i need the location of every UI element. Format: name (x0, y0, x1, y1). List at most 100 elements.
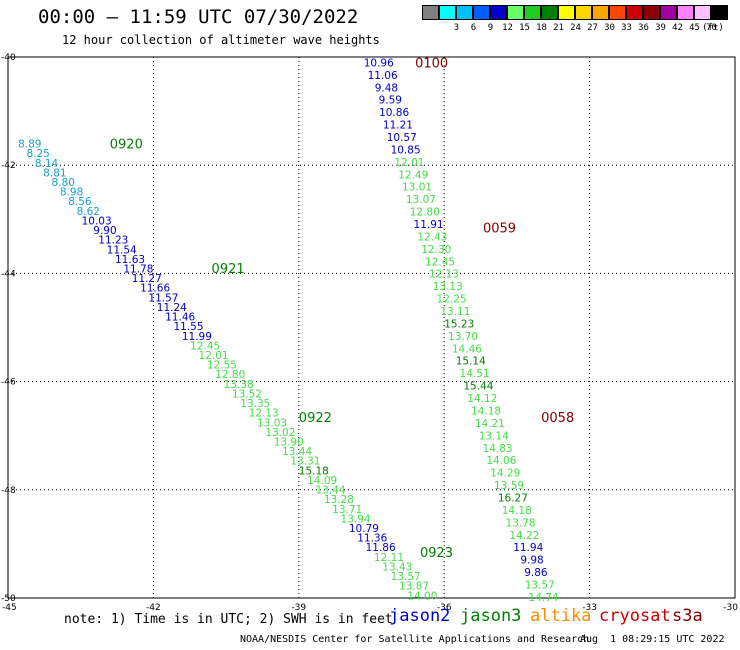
legend-cryosat: cryosat (599, 606, 671, 626)
swh-value-label: 14.18 (502, 505, 532, 517)
swh-value-label: 15.44 (463, 381, 493, 393)
legend-jason2: jason2 (389, 606, 451, 626)
x-tick-label: -39 (291, 603, 306, 613)
swh-value-label: 11.06 (368, 70, 398, 82)
swh-value-label: 13.35 (240, 398, 270, 410)
swh-value-label: 11.99 (182, 331, 212, 343)
swh-value-label: 12.80 (410, 207, 440, 219)
y-tick-label: -48 (1, 486, 16, 496)
legend-swatch (592, 5, 609, 20)
swh-value-label: 8.56 (68, 196, 92, 208)
swh-value-label: 13.59 (494, 480, 524, 492)
legend-swatch (660, 5, 677, 20)
swh-value-label: 11.57 (148, 292, 178, 304)
swh-value-label: 14.06 (486, 455, 516, 467)
swh-value-label: 13.70 (448, 331, 478, 343)
legend-label: 3 (453, 23, 460, 33)
x-tick-label: -36 (437, 603, 452, 613)
time-label: 0100 (415, 56, 448, 71)
swh-value-label: 9.90 (93, 225, 116, 237)
swh-value-label: 14.83 (483, 443, 513, 455)
legend-swatch (524, 5, 541, 20)
swh-value-label: 8.80 (52, 177, 75, 189)
legend-swatch (677, 5, 694, 20)
y-tick-label: -40 (1, 53, 16, 63)
swh-value-label: 11.24 (157, 302, 187, 314)
legend-unit: (ft) (702, 23, 724, 33)
swh-value-label: 13.01 (402, 182, 432, 194)
chart-title: 00:00 — 11:59 UTC 07/30/2022 (38, 6, 359, 28)
swh-value-label: 10.86 (379, 107, 409, 119)
swh-value-label: 13.31 (290, 456, 320, 468)
swh-value-label: 9.98 (520, 555, 543, 567)
legend-swatch (575, 5, 592, 20)
swh-value-label: 13.52 (232, 388, 262, 400)
x-tick-label: -42 (146, 603, 161, 613)
swh-value-label: 12.43 (417, 231, 447, 243)
swh-value-label: 13.14 (479, 430, 509, 442)
legend-swatch (711, 5, 728, 20)
swh-value-label: 12.55 (207, 360, 237, 372)
legend-swatch (609, 5, 626, 20)
swh-value-label: 8.62 (77, 206, 100, 218)
swh-value-label: 13.71 (332, 504, 362, 516)
swh-value-label: 14.22 (509, 530, 539, 542)
swh-value-label: 11.94 (513, 542, 543, 554)
legend-label: 33 (621, 23, 632, 33)
legend-label: 9 (487, 23, 494, 33)
swh-value-label: 16.27 (498, 492, 528, 504)
swh-value-label: 11.21 (383, 120, 413, 132)
swh-value-label: 14.51 (460, 368, 490, 380)
legend-swatch (643, 5, 660, 20)
legend-swatch (422, 5, 439, 20)
swh-value-label: 11.54 (107, 244, 137, 256)
swh-value-label: 8.25 (26, 148, 49, 160)
swh-value-label: 13.43 (382, 561, 412, 573)
x-tick-label: -33 (582, 603, 597, 613)
swh-value-label: 12.80 (215, 369, 245, 381)
swh-value-label: 13.07 (406, 194, 436, 206)
swh-value-label: 10.57 (387, 132, 417, 144)
swh-value-label: 13.94 (341, 513, 371, 525)
swh-value-label: 11.55 (173, 321, 203, 333)
legend-swatch (541, 5, 558, 20)
swh-value-label: 11.78 (123, 264, 153, 276)
swh-value-label: 13.78 (506, 517, 536, 529)
swh-value-label: 12.45 (190, 340, 220, 352)
x-tick-label: -30 (723, 603, 738, 613)
swh-value-label: 14.12 (467, 393, 497, 405)
swh-value-label: 8.81 (43, 167, 66, 179)
plot-frame (7, 56, 736, 599)
swh-value-label: 14.00 (407, 590, 437, 602)
swh-value-label: 12.30 (421, 244, 451, 256)
swh-value-label: 13.87 (399, 581, 429, 593)
swh-value-label: 13.44 (282, 446, 312, 458)
legend-jason3: jason3 (460, 606, 522, 626)
legend-label: 24 (570, 23, 581, 33)
swh-value-label: 15.18 (299, 465, 329, 477)
legend-label: 18 (536, 23, 547, 33)
swh-value-label: 9.59 (379, 95, 402, 107)
swh-value-label: 9.86 (524, 567, 548, 579)
swh-value-label: 13.90 (274, 437, 304, 449)
swh-value-label: 10.03 (82, 215, 112, 227)
swh-value-label: 11.46 (165, 312, 195, 324)
legend-label: 12 (502, 23, 513, 33)
swh-value-label: 11.36 (357, 533, 387, 545)
legend-swatch (558, 5, 575, 20)
swh-value-label: 13.11 (440, 306, 470, 318)
swh-value-label: 11.63 (115, 254, 145, 266)
legend-label: 42 (672, 23, 683, 33)
legend-swatch (439, 5, 456, 20)
swh-value-label: 9.48 (375, 82, 398, 94)
swh-value-label: 12.11 (374, 552, 404, 564)
legend-label: 6 (470, 23, 477, 33)
time-label: 0059 (483, 221, 516, 236)
swh-value-label: 10.79 (349, 523, 379, 535)
swh-value-label: 13.44 (315, 485, 345, 497)
swh-value-label: 10.96 (364, 57, 394, 69)
legend-swatch (694, 5, 711, 20)
y-tick-label: -46 (1, 378, 16, 388)
swh-value-label: 15.14 (456, 356, 486, 368)
units-note: note: 1) Time is in UTC; 2) SWH is in fe… (64, 612, 393, 627)
